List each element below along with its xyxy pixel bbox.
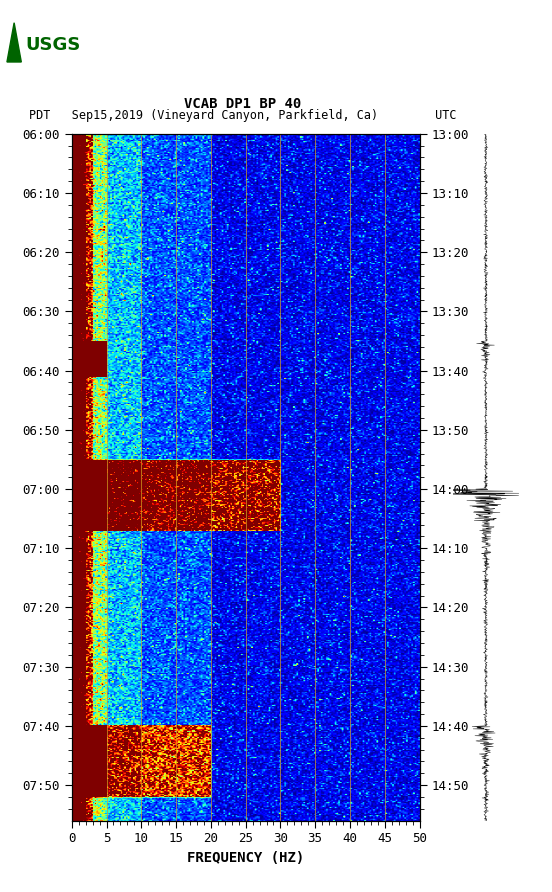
Text: VCAB DP1 BP 40: VCAB DP1 BP 40 — [184, 96, 301, 111]
Polygon shape — [7, 22, 22, 62]
X-axis label: FREQUENCY (HZ): FREQUENCY (HZ) — [187, 851, 304, 865]
Text: PDT   Sep15,2019 (Vineyard Canyon, Parkfield, Ca)        UTC: PDT Sep15,2019 (Vineyard Canyon, Parkfie… — [29, 109, 457, 122]
Text: USGS: USGS — [25, 36, 81, 54]
